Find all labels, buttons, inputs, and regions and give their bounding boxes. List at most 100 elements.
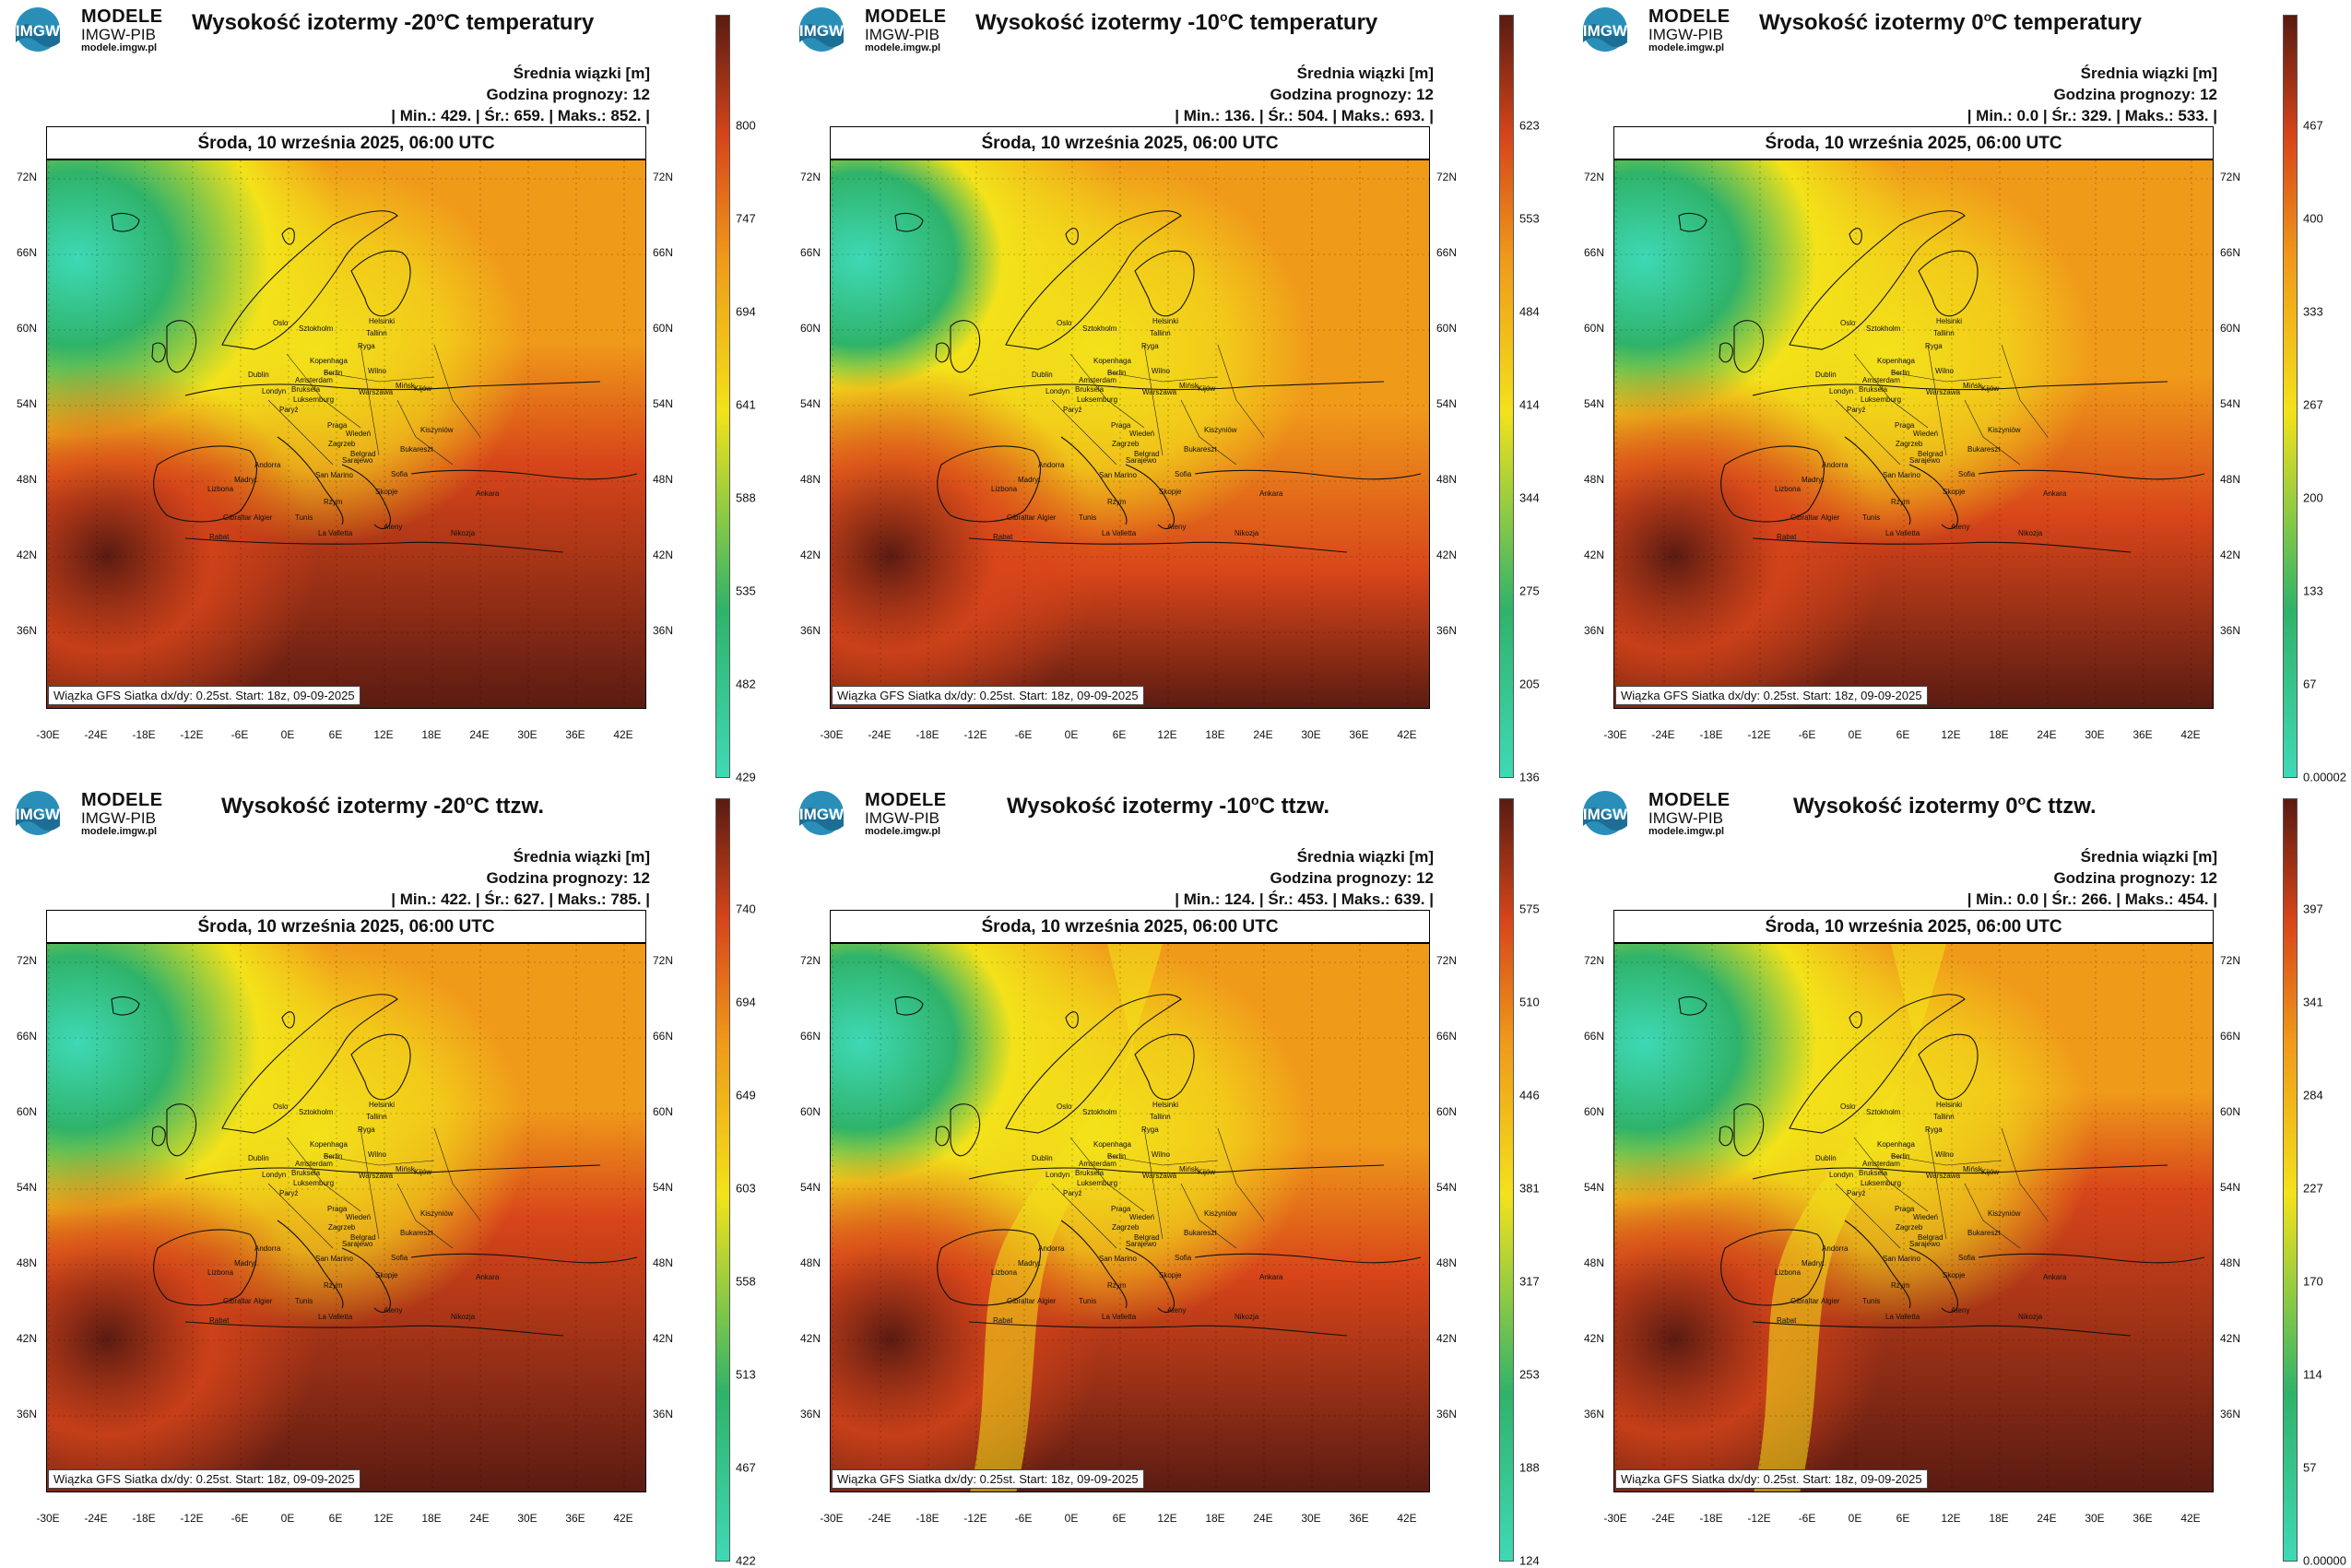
title-suffix: C ttzw. [2026,794,2097,819]
city-label: Lizbona [207,485,234,493]
map-panel: IMGW MODELE IMGW-PIB modele.imgw.pl Wysokość… [0,784,784,1568]
colorbar-tick: 227 [2303,1181,2323,1196]
lon-label: -30E [820,1512,844,1525]
forecast-hour: Godzina prognozy: 12 [1270,869,1434,887]
lon-label: 30E [1301,728,1321,741]
city-label: Tallinn [366,329,387,337]
lon-label: -18E [916,728,939,741]
colorbar-tick: 482 [736,677,756,691]
stats-line: | Min.: 422. | Śr.: 627. | Maks.: 785. | [391,890,650,908]
lat-label-left: 48N [800,1256,821,1269]
city-label: Kiszyniów [1204,1209,1237,1218]
coastline [894,994,1422,1337]
city-label: Sarajewo [1909,456,1941,465]
lat-label-left: 48N [1584,1256,1605,1269]
legend-title: Średnia wiązki [m] [2080,848,2217,866]
lat-label-left: 36N [17,624,38,637]
title-degree: o [2017,793,2026,808]
lon-label: 0E [280,1512,295,1525]
city-label: Amsterdam [295,1160,333,1168]
lon-label: 24E [469,1512,490,1525]
city-label: Tunis [1079,513,1097,522]
brand-block: MODELE IMGW-PIB modele.imgw.pl [865,791,947,837]
lat-label-left: 60N [1584,1105,1605,1118]
lon-label: 30E [2085,728,2105,741]
lon-label: -18E [1699,728,1723,741]
lat-label-right: 42N [653,548,674,561]
city-label: Nikozja [2018,529,2043,537]
city-label: Ankara [476,489,500,498]
lat-label-left: 54N [1584,1181,1605,1194]
lat-label-left: 54N [17,1181,38,1194]
colorbar [2283,798,2298,1562]
brand-name: MODELE [865,6,947,27]
title-degree: o [1220,9,1228,24]
lon-label: 24E [1253,728,1273,741]
lon-label: 12E [373,1512,394,1525]
city-label: Nikozja [451,1313,476,1321]
colorbar-tick: 513 [736,1367,756,1382]
lon-label: 6E [1112,728,1127,741]
colorbar-tick: 317 [1519,1274,1540,1289]
lon-label: 24E [469,728,490,741]
city-label: Wiedeń [1129,430,1155,438]
city-label: San Marino [1099,1255,1137,1263]
lat-label-right: 48N [1436,1256,1458,1269]
lon-label: 36E [1349,1512,1369,1525]
lat-label-right: 54N [2220,1181,2241,1194]
city-label: Ryga [1141,342,1159,350]
colorbar [715,798,730,1562]
lat-label-left: 42N [17,1332,38,1345]
city-label: Rabat [209,533,230,541]
brand-site: modele.imgw.pl [865,825,941,837]
city-label: Kiszyniów [420,426,454,434]
lon-label: 6E [328,1512,343,1525]
city-label: Ateny [1951,523,1970,531]
city-label: Helsinki [1936,317,1963,325]
lat-label-left: 72N [1584,954,1605,967]
city-label: Rabat [993,533,1013,541]
city-label: La Valletta [318,529,353,537]
city-label: Sofia [1175,470,1192,478]
panel-title: Wysokość izotermy -20oC ttzw. [221,793,544,819]
city-label: Rzym [324,498,343,506]
city-label: Zagrzeb [328,1223,356,1232]
city-label: Andorra [1038,1244,1065,1253]
lat-label-left: 72N [1584,171,1605,183]
colorbar-tick: 284 [2303,1088,2323,1102]
colorbar-tick: 429 [736,770,756,784]
city-label: Wilno [368,367,387,375]
colorbar-tick: 170 [2303,1274,2323,1289]
coastline [111,210,638,553]
city-label: Tunis [295,513,313,522]
lat-label-left: 66N [800,246,821,259]
city-label: Mińsk [396,1165,415,1173]
imgw-logo: IMGW [791,789,852,837]
brand-block: MODELE IMGW-PIB modele.imgw.pl [81,7,163,53]
lon-label: 18E [421,728,442,741]
colorbar-tick: 535 [736,584,756,598]
city-label: Mińsk [396,382,415,390]
lon-label: -12E [963,1512,987,1525]
city-label: Praga [327,1205,348,1213]
lat-label-right: 54N [1436,397,1458,410]
city-label: Ankara [2043,489,2067,498]
city-label: Tallinn [1150,1113,1171,1121]
colorbar-tick: 267 [2303,397,2323,412]
brand-site: modele.imgw.pl [1648,825,1725,837]
source-note: Wiązka GFS Siatka dx/dy: 0.25st. Start: … [48,686,360,705]
panel-title: Wysokość izotermy 0oC ttzw. [1793,793,2097,819]
title-text: Wysokość izotermy 0 [1793,794,2018,819]
lon-label: -24E [868,728,892,741]
colorbar-tick: 575 [1519,902,1540,916]
lon-label: -6E [1798,1512,1816,1525]
imgw-logo: IMGW [791,6,852,53]
city-label: Mińsk [1963,1165,1982,1173]
lat-label-right: 54N [2220,397,2241,410]
city-label: Bukareszt [400,1229,433,1237]
colorbar-tick: 0.00002 [2303,770,2346,784]
map-panel: IMGW MODELE IMGW-PIB modele.imgw.pl Wysokość… [0,0,784,784]
lon-label: 24E [1253,1512,1273,1525]
city-label: Oslo [273,319,289,327]
stats-line: | Min.: 0.0 | Śr.: 266. | Maks.: 454. | [1967,890,2217,908]
